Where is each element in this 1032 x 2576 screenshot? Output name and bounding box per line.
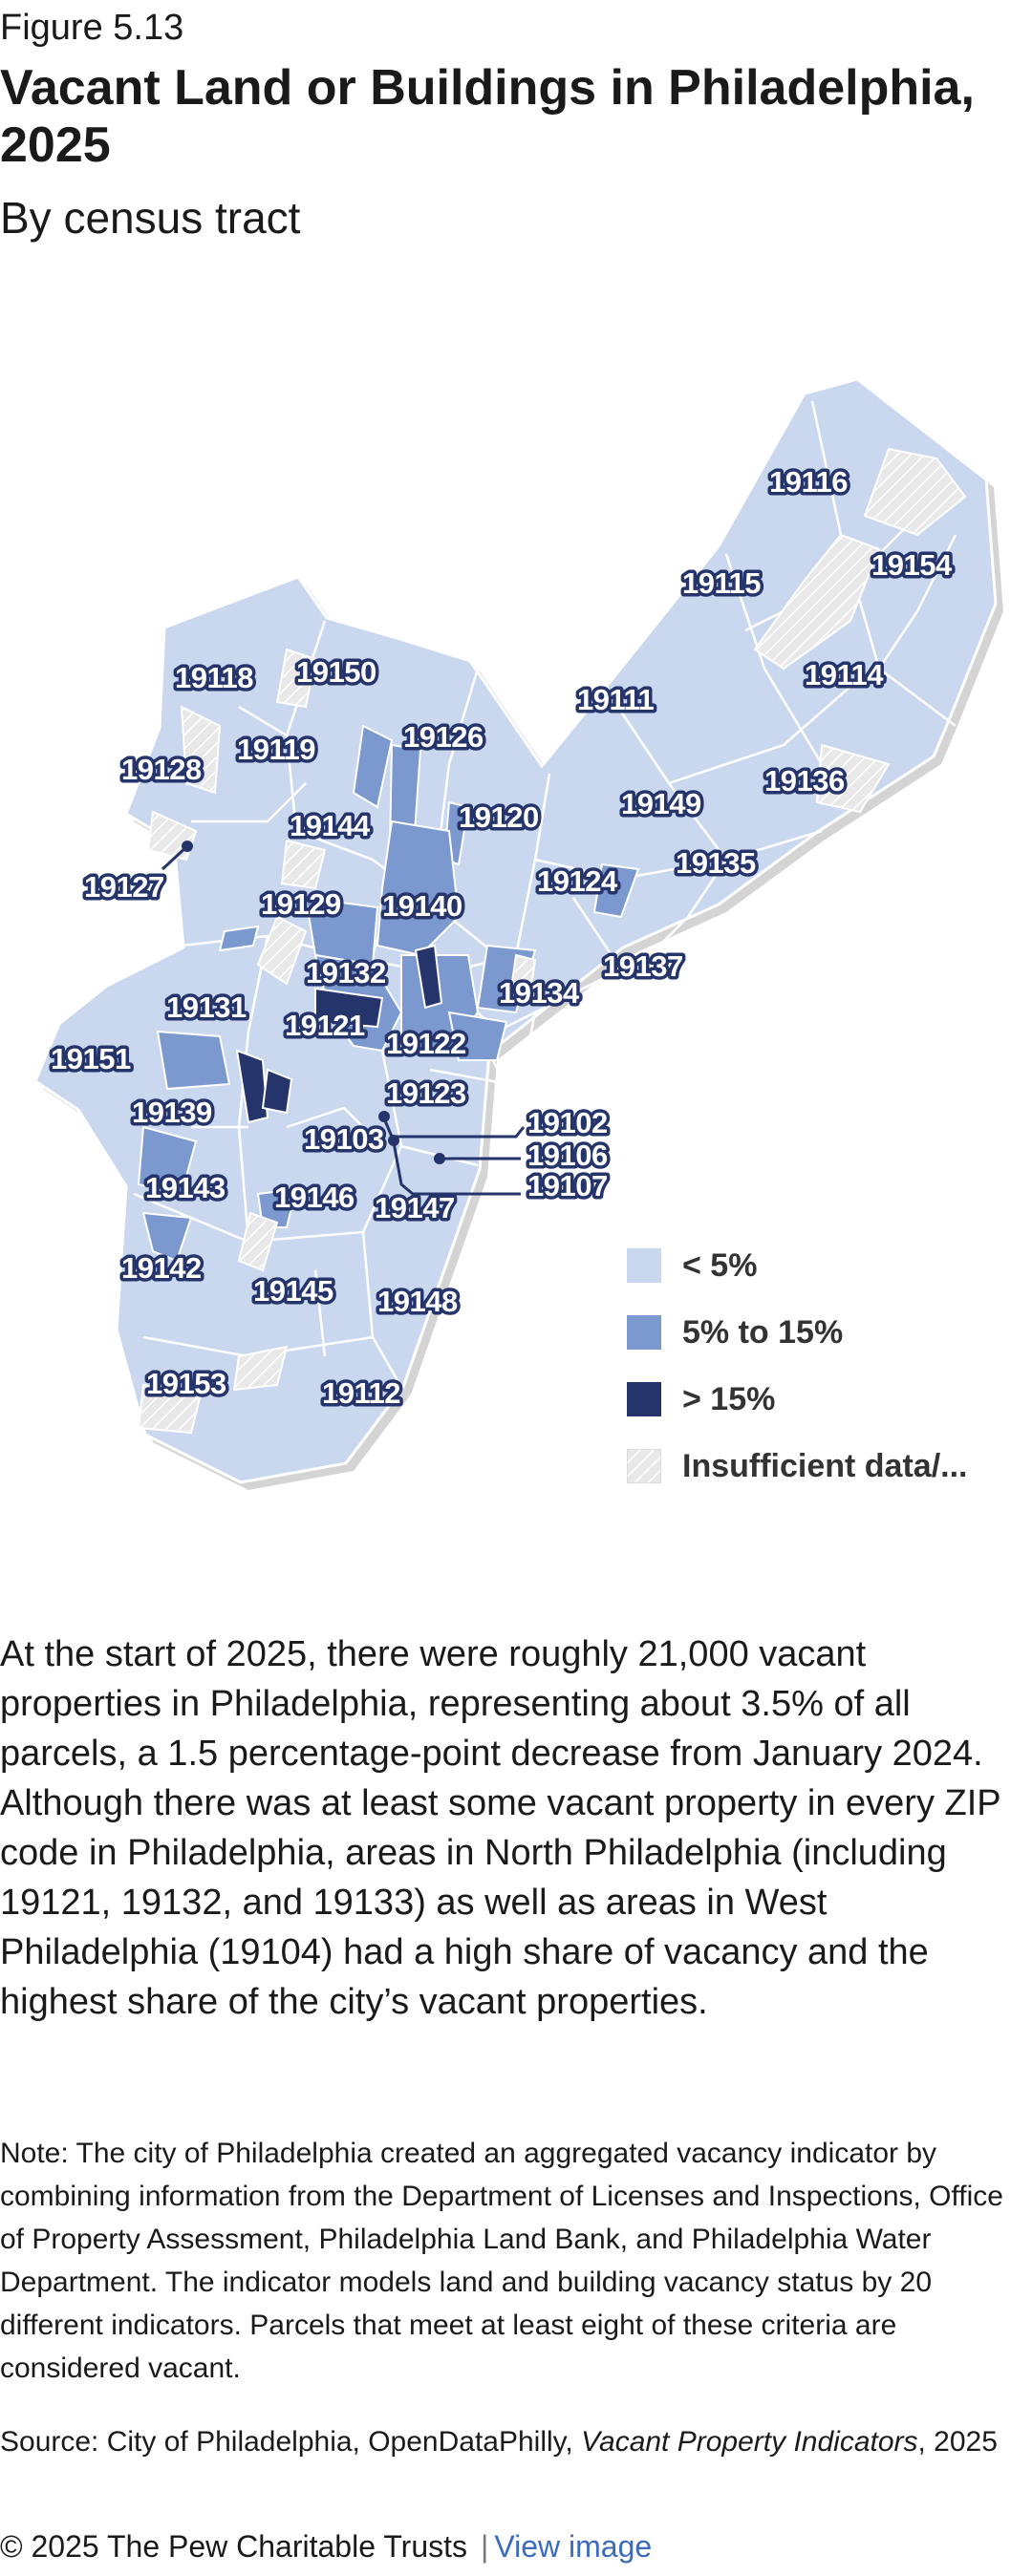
zip-label: 19122 xyxy=(386,1027,466,1060)
zip-label: 19147 xyxy=(375,1191,455,1224)
legend-label: > 15% xyxy=(682,1380,776,1417)
subtitle: By census tract xyxy=(0,193,301,243)
zip-label: 19132 xyxy=(306,956,386,990)
zip-label: 19115 xyxy=(682,566,761,600)
body-paragraph: At the start of 2025, there were roughly… xyxy=(0,1634,1000,2022)
zip-labels: 19116 19154 19115 19114 19118 19150 1911… xyxy=(48,462,957,1414)
leader-lines xyxy=(161,844,526,1196)
zip-label: 19121 xyxy=(285,1009,365,1042)
zip-label: 19149 xyxy=(621,787,701,820)
map-legend: < 5% 5% to 15% > 15% Insufficient data/.… xyxy=(627,1232,967,1500)
zip-label: 19127 xyxy=(84,870,164,904)
zip-label: 19129 xyxy=(261,887,341,921)
legend-swatch-insufficient xyxy=(627,1449,661,1483)
zip-label: 19150 xyxy=(296,655,376,689)
zip-label: 19146 xyxy=(274,1181,355,1214)
zip-label: 19124 xyxy=(537,864,618,898)
zip-label: 19142 xyxy=(121,1251,202,1285)
view-image-link[interactable]: View image xyxy=(494,2529,653,2564)
zip-label: 19107 xyxy=(527,1169,608,1203)
legend-item-mid: 5% to 15% xyxy=(627,1299,967,1366)
source-suffix: , 2025 xyxy=(917,2426,998,2458)
zip-label: 19123 xyxy=(386,1076,466,1110)
zip-label: 19136 xyxy=(764,764,845,798)
legend-label: 5% to 15% xyxy=(682,1313,844,1351)
zip-label: 19151 xyxy=(51,1042,131,1075)
zip-label: 19111 xyxy=(577,683,655,716)
zip-label: 19116 xyxy=(769,465,848,499)
legend-label: < 5% xyxy=(682,1246,758,1284)
leader-dots xyxy=(182,841,445,1164)
legend-item-high: > 15% xyxy=(627,1366,967,1433)
zip-label: 19118 xyxy=(175,661,253,694)
source-text: Source: City of Philadelphia, OpenDataPh… xyxy=(0,2420,1030,2463)
footer-separator: | xyxy=(481,2529,489,2564)
philadelphia-vacancy-map: 19116 19154 19115 19114 19118 19150 1911… xyxy=(33,377,1003,1490)
legend-item-insufficient: Insufficient data/... xyxy=(627,1433,967,1500)
zip-label: 19128 xyxy=(121,753,202,786)
zip-label: 19126 xyxy=(403,720,484,754)
legend-label: Insufficient data/... xyxy=(682,1447,968,1484)
zip-label: 19114 xyxy=(805,658,884,692)
source-prefix: Source: City of Philadelphia, OpenDataPh… xyxy=(0,2426,582,2458)
zip-label: 19145 xyxy=(253,1274,333,1308)
zip-label: 19103 xyxy=(304,1122,384,1156)
figure-label: Figure 5.13 xyxy=(0,8,184,48)
legend-swatch-low xyxy=(627,1248,661,1283)
zip-label: 19139 xyxy=(132,1096,212,1129)
high-vacancy-tracts xyxy=(235,944,443,1124)
zip-label: 19102 xyxy=(527,1106,608,1139)
zip-label: 19153 xyxy=(146,1367,226,1400)
zip-label: 19140 xyxy=(382,889,462,923)
zip-label: 19144 xyxy=(290,809,371,842)
zip-label: 19112 xyxy=(322,1376,400,1410)
zip-label: 19131 xyxy=(166,990,247,1024)
zip-label: 19137 xyxy=(603,949,683,983)
footer: © 2025 The Pew Charitable Trusts | View im… xyxy=(0,2523,652,2569)
zip-label: 19120 xyxy=(459,800,539,834)
page-title: Vacant Land or Buildings in Philadelphia… xyxy=(0,60,975,173)
zip-label: 19135 xyxy=(676,846,756,880)
zip-label: 19148 xyxy=(377,1285,458,1318)
legend-swatch-mid xyxy=(627,1315,661,1350)
source-title: Vacant Property Indicators xyxy=(581,2426,918,2458)
note-text: Note: The city of Philadelphia created a… xyxy=(0,2138,1003,2384)
zip-label: 19143 xyxy=(145,1171,226,1204)
zip-label: 19106 xyxy=(527,1139,608,1172)
copyright-text: © 2025 The Pew Charitable Trusts xyxy=(0,2529,468,2564)
legend-swatch-high xyxy=(627,1382,661,1416)
zip-label: 19119 xyxy=(237,733,315,766)
legend-item-low: < 5% xyxy=(627,1232,967,1299)
zip-label: 19154 xyxy=(871,548,953,582)
zip-label: 19134 xyxy=(499,976,580,1010)
